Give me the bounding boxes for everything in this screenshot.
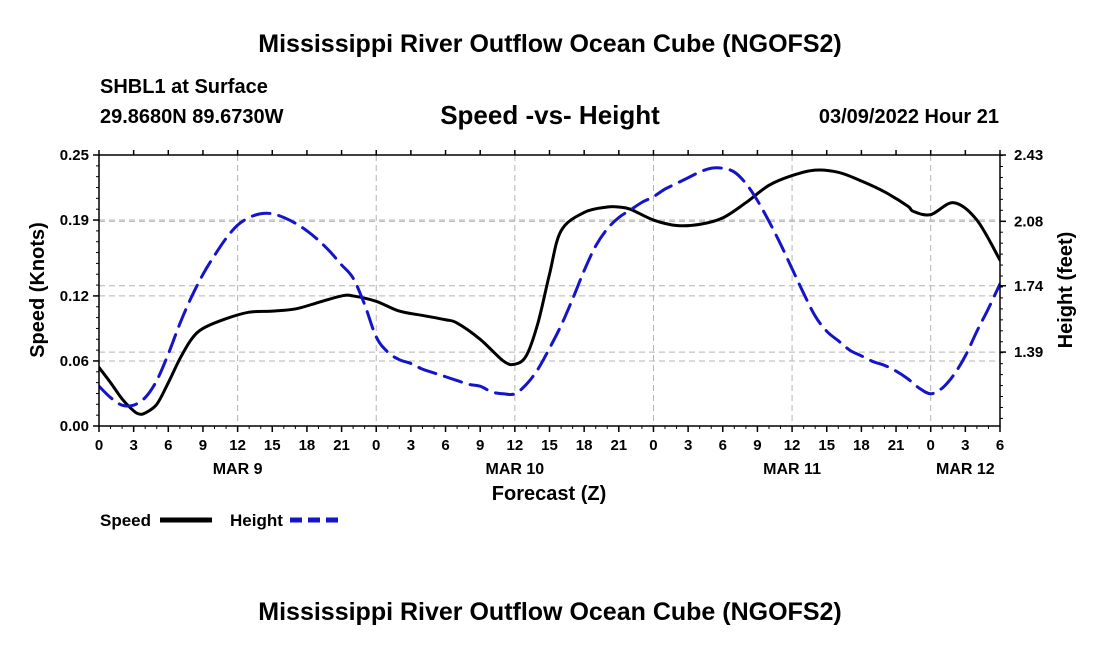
x-tick-label: 18 <box>299 437 316 454</box>
x-tick-label: 6 <box>719 437 727 454</box>
x-tick-label: 6 <box>441 437 449 454</box>
x-tick-label: 21 <box>333 437 350 454</box>
y2-tick-label: 1.39 <box>1014 344 1043 361</box>
y2-tick-label: 2.08 <box>1014 213 1043 230</box>
plot-frame <box>98 154 1001 427</box>
footer-title: Mississippi River Outflow Ocean Cube (NG… <box>258 598 842 626</box>
x-tick-label: 0 <box>927 437 935 454</box>
x-tick-label: 12 <box>784 437 801 454</box>
x-tick-label: 3 <box>684 437 692 454</box>
series-line-speed <box>99 168 1000 416</box>
legend-label-speed: Speed <box>100 511 151 530</box>
x-tick-label: 18 <box>576 437 593 454</box>
x-tick-label: 9 <box>199 437 207 454</box>
forecast-time: 03/09/2022 Hour 21 <box>818 106 999 128</box>
x-date-label: MAR 10 <box>486 461 545 478</box>
legend-label-height: Height <box>230 511 283 530</box>
x-tick-label: 3 <box>961 437 969 454</box>
main-title: Mississippi River Outflow Ocean Cube (NG… <box>258 30 842 58</box>
y-tick-label: 0.25 <box>60 147 89 164</box>
y-tick-label: 0.06 <box>60 353 89 370</box>
x-tick-label: 6 <box>164 437 172 454</box>
x-tick-label: 0 <box>95 437 103 454</box>
x-tick-label: 3 <box>129 437 137 454</box>
series-layer <box>99 166 1000 416</box>
x-tick-label: 21 <box>888 437 905 454</box>
series-line-height <box>99 166 1000 408</box>
x-tick-label: 21 <box>610 437 627 454</box>
station-name: SHBL1 at Surface <box>100 76 268 98</box>
y-axis-label: Speed (Knots) <box>27 222 49 358</box>
x-tick-label: 6 <box>996 437 1004 454</box>
x-tick-label: 18 <box>853 437 870 454</box>
x-tick-label: 15 <box>541 437 558 454</box>
x-axis-label: Forecast (Z) <box>492 483 606 505</box>
x-tick-label: 9 <box>476 437 484 454</box>
x-date-label: MAR 12 <box>936 461 995 478</box>
y-tick-label: 0.00 <box>60 418 89 435</box>
x-tick-label: 9 <box>753 437 761 454</box>
y2-tick-label: 1.74 <box>1014 278 1044 295</box>
y-tick-label: 0.19 <box>60 212 89 229</box>
chart-title: Speed -vs- Height <box>440 100 660 130</box>
x-tick-label: 12 <box>507 437 524 454</box>
y2-tick-label: 2.43 <box>1014 147 1043 164</box>
x-tick-label: 15 <box>264 437 281 454</box>
y-tick-label: 0.12 <box>60 288 89 305</box>
x-tick-label: 15 <box>818 437 835 454</box>
x-tick-label: 0 <box>649 437 657 454</box>
x-date-label: MAR 9 <box>213 461 263 478</box>
x-tick-label: 12 <box>229 437 246 454</box>
grid-layer <box>99 154 1000 426</box>
x-tick-label: 0 <box>372 437 380 454</box>
y2-axis-label: Height (feet) <box>1055 232 1077 349</box>
x-tick-label: 3 <box>407 437 415 454</box>
axes-layer: 0.00 0.06 0.12 0.19 0.25 1.39 1.74 2.08 2.43 0 3 6 9… <box>60 147 1044 478</box>
x-date-label: MAR 11 <box>763 461 821 478</box>
legend: Speed Height <box>100 511 342 530</box>
station-coordinates: 29.8680N 89.6730W <box>100 106 284 128</box>
